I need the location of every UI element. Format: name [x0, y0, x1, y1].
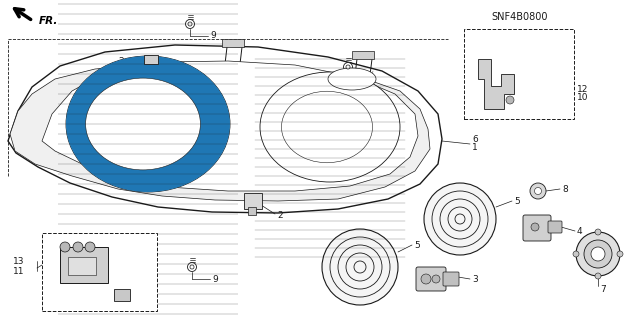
Ellipse shape [66, 56, 230, 192]
Ellipse shape [328, 68, 376, 90]
Text: 7: 7 [600, 285, 605, 293]
FancyBboxPatch shape [548, 221, 562, 233]
Ellipse shape [86, 78, 200, 170]
FancyBboxPatch shape [144, 55, 158, 64]
Text: 11: 11 [13, 266, 24, 276]
Text: 3: 3 [472, 275, 477, 284]
Text: 15: 15 [518, 64, 529, 73]
Ellipse shape [282, 91, 372, 163]
Text: 15: 15 [122, 256, 134, 265]
Circle shape [531, 223, 539, 231]
Text: 8: 8 [562, 184, 568, 194]
Bar [68, 257, 96, 275]
FancyBboxPatch shape [60, 247, 108, 283]
Circle shape [576, 232, 620, 276]
Text: FR.: FR. [39, 16, 58, 26]
Circle shape [573, 251, 579, 257]
Circle shape [432, 275, 440, 283]
Circle shape [188, 22, 192, 26]
FancyBboxPatch shape [114, 289, 130, 301]
Polygon shape [42, 61, 418, 191]
Text: 14: 14 [144, 291, 156, 300]
FancyBboxPatch shape [523, 215, 551, 241]
Text: 12: 12 [577, 85, 588, 93]
Polygon shape [8, 45, 442, 213]
Text: 2: 2 [118, 56, 124, 65]
Text: 13: 13 [13, 257, 24, 266]
FancyBboxPatch shape [416, 267, 446, 291]
Text: 2: 2 [277, 211, 283, 220]
Circle shape [584, 240, 612, 268]
Text: 6: 6 [472, 135, 477, 144]
Circle shape [344, 63, 353, 71]
Ellipse shape [66, 56, 230, 192]
Text: 10: 10 [577, 93, 589, 102]
Circle shape [188, 263, 196, 271]
Text: 9: 9 [210, 32, 216, 41]
Circle shape [73, 242, 83, 252]
Text: 5: 5 [514, 197, 520, 205]
Bar [42, 233, 157, 311]
Text: 9: 9 [367, 75, 372, 84]
FancyBboxPatch shape [244, 193, 262, 209]
Text: 1: 1 [472, 143, 477, 152]
Circle shape [595, 273, 601, 279]
Circle shape [530, 183, 546, 199]
Circle shape [190, 265, 194, 269]
Circle shape [591, 247, 605, 261]
Polygon shape [10, 64, 430, 201]
Ellipse shape [260, 72, 400, 182]
Circle shape [617, 251, 623, 257]
Circle shape [424, 183, 496, 255]
Text: SNF4B0800: SNF4B0800 [492, 12, 548, 22]
Text: 5: 5 [414, 241, 420, 249]
Text: 4: 4 [577, 226, 582, 235]
Bar [352, 51, 374, 59]
Circle shape [186, 19, 195, 28]
Circle shape [534, 188, 541, 195]
Bar [222, 39, 244, 47]
FancyBboxPatch shape [443, 272, 459, 286]
FancyBboxPatch shape [248, 207, 256, 215]
Text: 9: 9 [212, 275, 218, 284]
Polygon shape [478, 59, 514, 109]
Circle shape [506, 96, 514, 104]
Bar [464, 29, 574, 119]
Circle shape [85, 242, 95, 252]
Circle shape [421, 274, 431, 284]
Circle shape [60, 242, 70, 252]
Circle shape [322, 229, 398, 305]
Circle shape [595, 229, 601, 235]
Circle shape [346, 65, 350, 69]
